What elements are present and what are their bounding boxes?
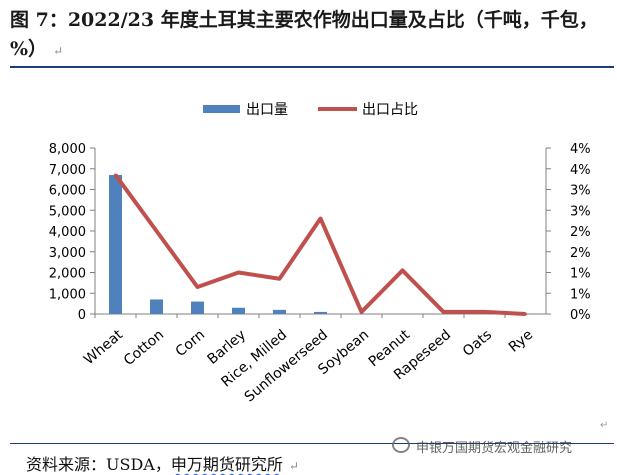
title-rule (10, 66, 614, 68)
figure-title-text: 图 7：2022/23 年度土耳其主要农作物出口量及占比（千吨，千包，%） (10, 9, 598, 60)
line-point (524, 312, 527, 316)
right-tick-label: 3% (570, 204, 591, 219)
source-note: 资料来源：USDA，申万期货研究所 ↵ (26, 451, 299, 475)
line-point (483, 310, 486, 314)
category-label: Wheat (81, 326, 126, 368)
bar (109, 174, 122, 314)
category-label: Corn (173, 327, 208, 360)
line-point (196, 285, 199, 289)
right-tick-label: 0% (570, 308, 591, 323)
bar (232, 307, 245, 314)
right-tick-label: 4% (570, 142, 591, 157)
source-prefix: 资料来源：USDA， (26, 455, 171, 474)
share-line (113, 173, 526, 316)
wechat-icon (392, 437, 410, 453)
line-point (278, 277, 281, 281)
source-name: 申万期货研究所 (170, 455, 283, 474)
paragraph-mark-icon-3: ↵ (288, 459, 299, 473)
line-point (155, 229, 158, 233)
left-tick-label: 3,000 (49, 246, 86, 261)
line-point (360, 310, 363, 314)
source-rule (10, 443, 614, 444)
legend-bar-swatch (203, 105, 240, 113)
right-tick-label: 1% (570, 287, 591, 302)
right-tick-label: 2% (570, 246, 591, 261)
left-tick-label: 5,000 (49, 204, 86, 219)
left-tick-label: 6,000 (49, 184, 86, 199)
left-tick-label: 2,000 (49, 267, 86, 282)
paragraph-mark-icon-2: ↵ (600, 420, 609, 431)
figure-title: 图 7：2022/23 年度土耳其主要农作物出口量及占比（千吨，千包，%） ↵ (10, 6, 610, 66)
left-tick-label: 7,000 (49, 163, 86, 178)
line-point (401, 268, 404, 272)
watermark: 申银万国期货宏观金融研究 (392, 437, 572, 456)
bar (314, 311, 327, 314)
left-tick-label: 0 (78, 308, 86, 323)
left-tick-label: 8,000 (49, 142, 86, 157)
bar (150, 299, 163, 314)
legend-line-label: 出口占比 (362, 102, 418, 118)
right-tick-label: 1% (570, 267, 591, 282)
left-tick-label: 1,000 (49, 287, 86, 302)
line-point (237, 271, 240, 274)
paragraph-mark-icon: ↵ (53, 44, 64, 58)
legend: 出口量 出口占比 (203, 102, 418, 118)
category-label: Oats (460, 327, 495, 360)
line-point (114, 173, 117, 177)
right-tick-label: 4% (570, 163, 591, 178)
legend-bar-label: 出口量 (246, 102, 288, 118)
plot-area: 0 1,000 2,000 3,000 4,000 5,000 6,000 7,000 8,00… (49, 142, 591, 405)
bar (273, 309, 286, 314)
right-tick-label: 3% (570, 184, 591, 199)
left-tick-label: 4,000 (49, 225, 86, 240)
right-tick-label: 2% (570, 225, 591, 240)
category-label: Cotton (121, 327, 167, 369)
line-point (442, 310, 445, 314)
watermark-text: 申银万国期货宏观金融研究 (416, 441, 573, 456)
bar (191, 301, 204, 314)
category-label: Rye (506, 327, 536, 356)
line-point (319, 217, 322, 221)
